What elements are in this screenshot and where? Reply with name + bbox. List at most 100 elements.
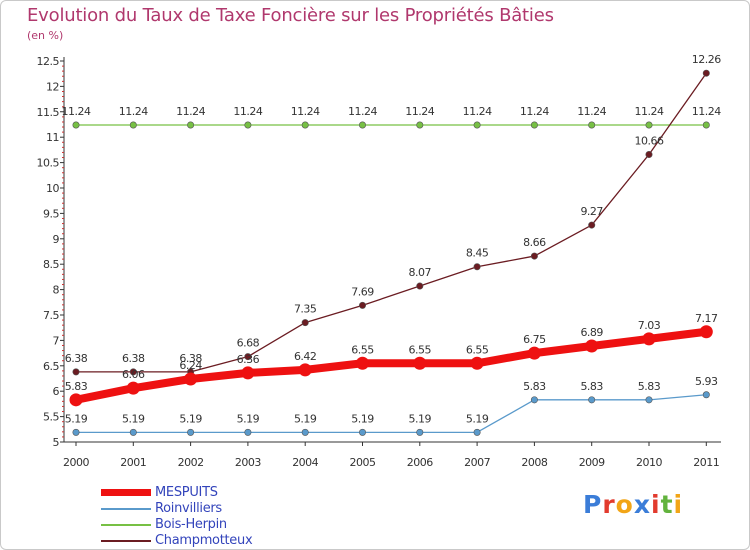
y-tick-label: 6 <box>53 385 60 398</box>
data-label: 11.24 <box>291 105 320 118</box>
data-point <box>702 121 710 129</box>
data-point <box>72 428 80 436</box>
data-label: 7.03 <box>638 319 661 332</box>
data-label: 12.26 <box>692 53 721 66</box>
y-tick-label: 8 <box>53 284 60 297</box>
data-label: 11.24 <box>119 105 148 118</box>
data-label: 6.38 <box>179 352 202 365</box>
data-label: 5.19 <box>65 412 88 425</box>
data-label: 5.19 <box>237 412 260 425</box>
data-label: 5.19 <box>179 412 202 425</box>
data-label: 6.06 <box>122 368 145 381</box>
data-label: 8.66 <box>523 236 546 249</box>
data-point <box>416 428 424 436</box>
data-point <box>126 381 140 395</box>
data-label: 11.24 <box>176 105 205 118</box>
legend-swatch <box>101 508 151 510</box>
x-tick-label: 2002 <box>178 456 204 469</box>
y-tick-label: 9 <box>53 233 60 246</box>
data-point <box>702 69 710 77</box>
data-point <box>470 356 484 370</box>
data-label: 11.24 <box>233 105 262 118</box>
proxiti-logo: Proxiti <box>583 490 683 519</box>
data-point <box>358 301 366 309</box>
logo-letter: i <box>651 490 661 519</box>
x-tick-label: 2011 <box>693 456 719 469</box>
legend-label: Roinvilliers <box>155 501 222 516</box>
data-point <box>530 121 538 129</box>
series-line-mespuits <box>72 327 711 404</box>
data-label: 11.24 <box>577 105 606 118</box>
data-label: 7.35 <box>294 303 317 316</box>
data-label: 7.69 <box>351 285 374 298</box>
data-point <box>642 332 656 346</box>
data-point <box>413 356 427 370</box>
data-point <box>358 121 366 129</box>
data-label: 5.19 <box>122 412 145 425</box>
data-point <box>585 339 599 353</box>
data-point <box>184 372 198 386</box>
data-point <box>129 428 137 436</box>
data-point <box>645 396 653 404</box>
y-tick-label: 5 <box>53 436 60 449</box>
data-point <box>244 353 252 361</box>
data-label: 5.83 <box>580 380 603 393</box>
chart-unit: (en %) <box>27 29 64 42</box>
data-label: 5.19 <box>294 412 317 425</box>
data-label: 11.24 <box>348 105 377 118</box>
x-tick-label: 2006 <box>407 456 433 469</box>
legend-label: MESPUITS <box>155 485 218 500</box>
data-point <box>244 428 252 436</box>
data-point <box>241 366 255 380</box>
data-point <box>416 121 424 129</box>
data-label: 6.68 <box>237 337 260 350</box>
x-tick-label: 2004 <box>292 456 318 469</box>
data-label: 10.66 <box>635 134 664 147</box>
y-tick-label: 11 <box>46 131 59 144</box>
data-label: 6.55 <box>466 343 489 356</box>
data-label: 6.38 <box>65 352 88 365</box>
y-tick-label: 7.5 <box>43 309 59 322</box>
y-tick-label: 10.5 <box>37 157 60 170</box>
data-point <box>530 252 538 260</box>
x-tick-label: 2005 <box>350 456 376 469</box>
data-label: 7.17 <box>695 312 718 325</box>
y-tick-label: 10 <box>46 182 59 195</box>
y-tick-label: 6.5 <box>43 360 59 373</box>
data-label: 6.38 <box>122 352 145 365</box>
data-point <box>301 121 309 129</box>
data-point <box>129 121 137 129</box>
data-label: 11.24 <box>635 105 664 118</box>
x-tick-label: 2000 <box>63 456 89 469</box>
data-point <box>530 396 538 404</box>
data-point <box>699 325 713 339</box>
x-tick-label: 2009 <box>579 456 605 469</box>
logo-letter: x <box>633 490 651 519</box>
data-label: 6.55 <box>409 343 432 356</box>
data-point <box>645 121 653 129</box>
data-point <box>473 428 481 436</box>
data-label: 11.24 <box>62 105 91 118</box>
series-line-champmotteux <box>75 72 707 373</box>
data-point <box>356 356 369 370</box>
data-point <box>358 428 366 436</box>
data-label: 5.19 <box>409 412 432 425</box>
data-label: 11.24 <box>692 105 721 118</box>
data-label: 11.24 <box>405 105 434 118</box>
y-tick-label: 12.5 <box>37 55 60 68</box>
data-label: 5.83 <box>638 380 661 393</box>
chart-title: Evolution du Taux de Taxe Foncière sur l… <box>27 5 554 26</box>
data-point <box>473 121 481 129</box>
data-label: 6.89 <box>580 326 603 339</box>
data-point <box>473 263 481 271</box>
y-tick-label: 12 <box>46 80 59 93</box>
data-point <box>588 121 596 129</box>
y-tick-label: 7 <box>53 334 60 347</box>
data-point <box>72 368 80 376</box>
legend-swatch <box>101 540 151 542</box>
y-tick-label: 11.5 <box>37 106 60 119</box>
y-tick-label: 8.5 <box>43 258 59 271</box>
legend-label: Bois-Herpin <box>155 517 227 532</box>
x-tick-label: 2003 <box>235 456 261 469</box>
